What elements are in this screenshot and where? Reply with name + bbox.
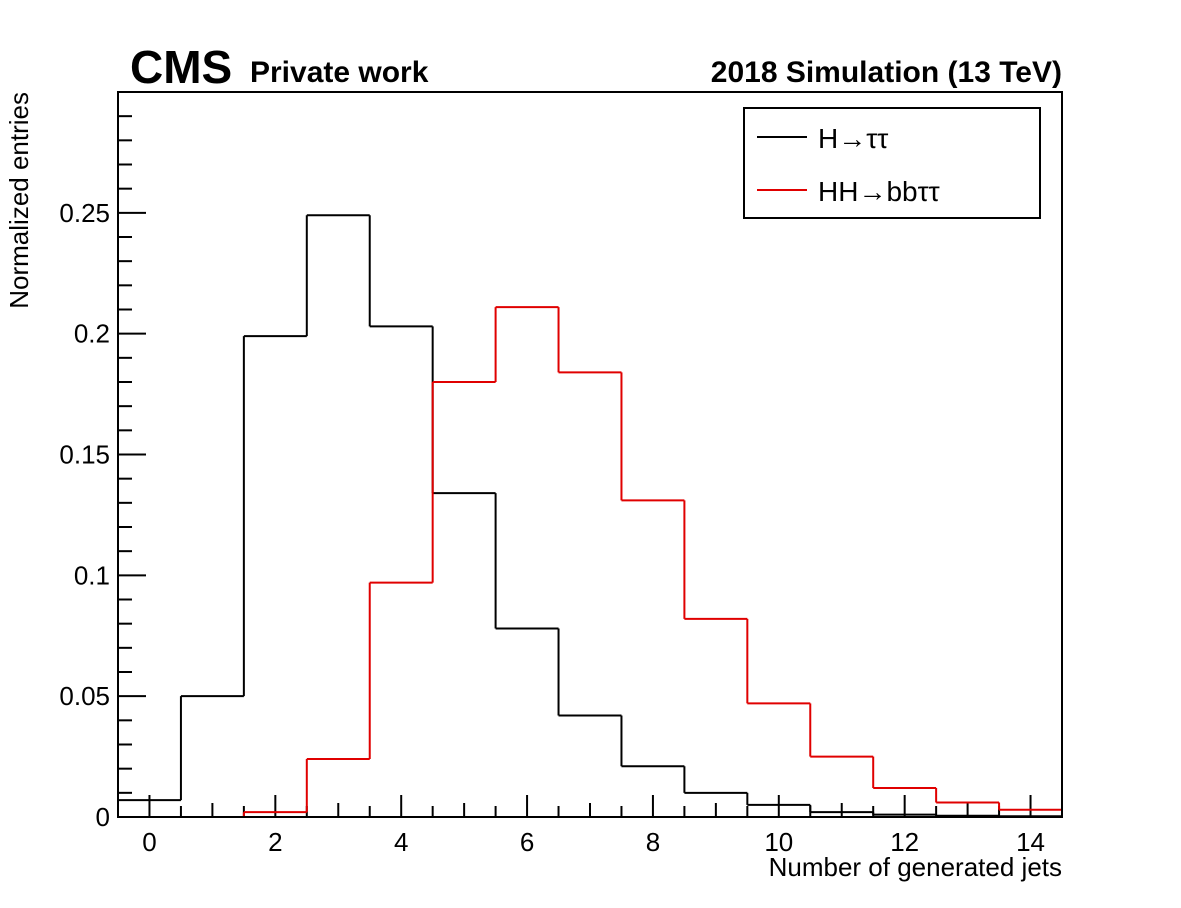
histogram-series [118,214,1062,818]
legend-box [743,107,1041,219]
legend-label-h-tautau: H→ττ [818,123,888,154]
x-tick-label: 12 [890,827,919,857]
simulation-label: 2018 Simulation (13 TeV) [711,56,1062,89]
x-tick-label: 8 [646,827,660,857]
axis-ticks [118,115,1032,818]
x-tick-label: 10 [764,827,793,857]
y-tick-label: 0.1 [74,560,110,590]
plot-frame [117,91,1063,818]
y-tick-label: 0.2 [74,319,110,349]
legend: H→ττ HH→bbττ [743,107,1041,219]
status-label: Private work [250,56,429,89]
tick-labels: 0 2 4 6 8 10 12 14 0 0.05 0.1 0.15 0.2 0.25 [59,198,1045,857]
y-tick-label: 0.15 [59,440,110,470]
y-axis-title: Normalized entries [4,92,34,309]
x-tick-label: 4 [394,827,408,857]
x-tick-label: 2 [268,827,282,857]
series-1 [118,306,1062,818]
x-tick-label: 0 [142,827,156,857]
y-tick-label: 0 [96,802,110,832]
legend-label-hh-bbtautau: HH→bbττ [818,176,940,207]
experiment-label: CMS [130,41,232,93]
y-tick-label: 0.25 [59,198,110,228]
series-0 [118,214,1062,818]
x-tick-label: 14 [1016,827,1045,857]
x-axis-title: Number of generated jets [769,852,1062,882]
y-tick-label: 0.05 [59,681,110,711]
x-tick-label: 6 [520,827,534,857]
